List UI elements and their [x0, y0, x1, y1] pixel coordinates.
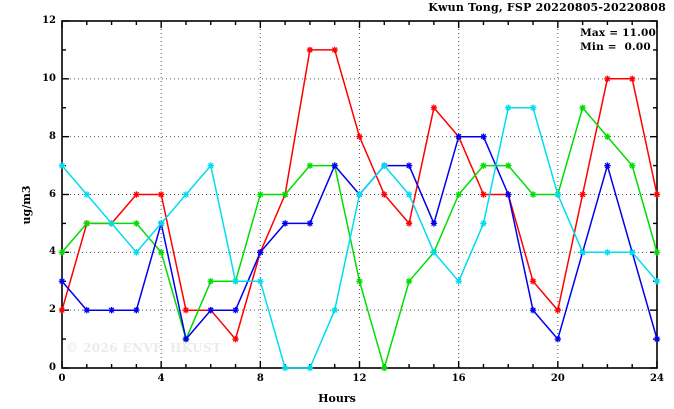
x-tick-label: 8: [256, 373, 264, 384]
x-tick-label: 12: [352, 373, 367, 384]
min-label: Min =: [580, 41, 617, 53]
x-tick-label: 16: [451, 373, 466, 384]
min-value: 0.00: [620, 41, 651, 53]
stat-summary-box: Max = 11.00 Min = 0.00: [580, 26, 656, 54]
chart-title: Kwun Tong, FSP 20220805-20220808: [428, 1, 666, 14]
y-tick-label: 2: [49, 304, 56, 316]
y-tick-label: 8: [49, 130, 56, 142]
max-label: Max =: [580, 27, 619, 39]
y-tick-label: 6: [49, 188, 56, 200]
x-axis-label: Hours: [318, 392, 356, 405]
y-tick-label: 10: [42, 72, 56, 84]
watermark: © 2026 ENVF, HKUST: [66, 341, 222, 355]
x-tick-label: 0: [58, 373, 66, 384]
y-tick-label: 4: [49, 246, 56, 258]
max-value: 11.00: [622, 27, 656, 39]
x-tick-label: 4: [157, 373, 165, 384]
y-tick-label: 12: [42, 15, 56, 26]
series-20220808: [58, 104, 661, 372]
x-tick-label: 20: [550, 373, 565, 384]
y-tick-label: 0: [49, 362, 56, 373]
x-tick-label: 24: [650, 373, 664, 384]
